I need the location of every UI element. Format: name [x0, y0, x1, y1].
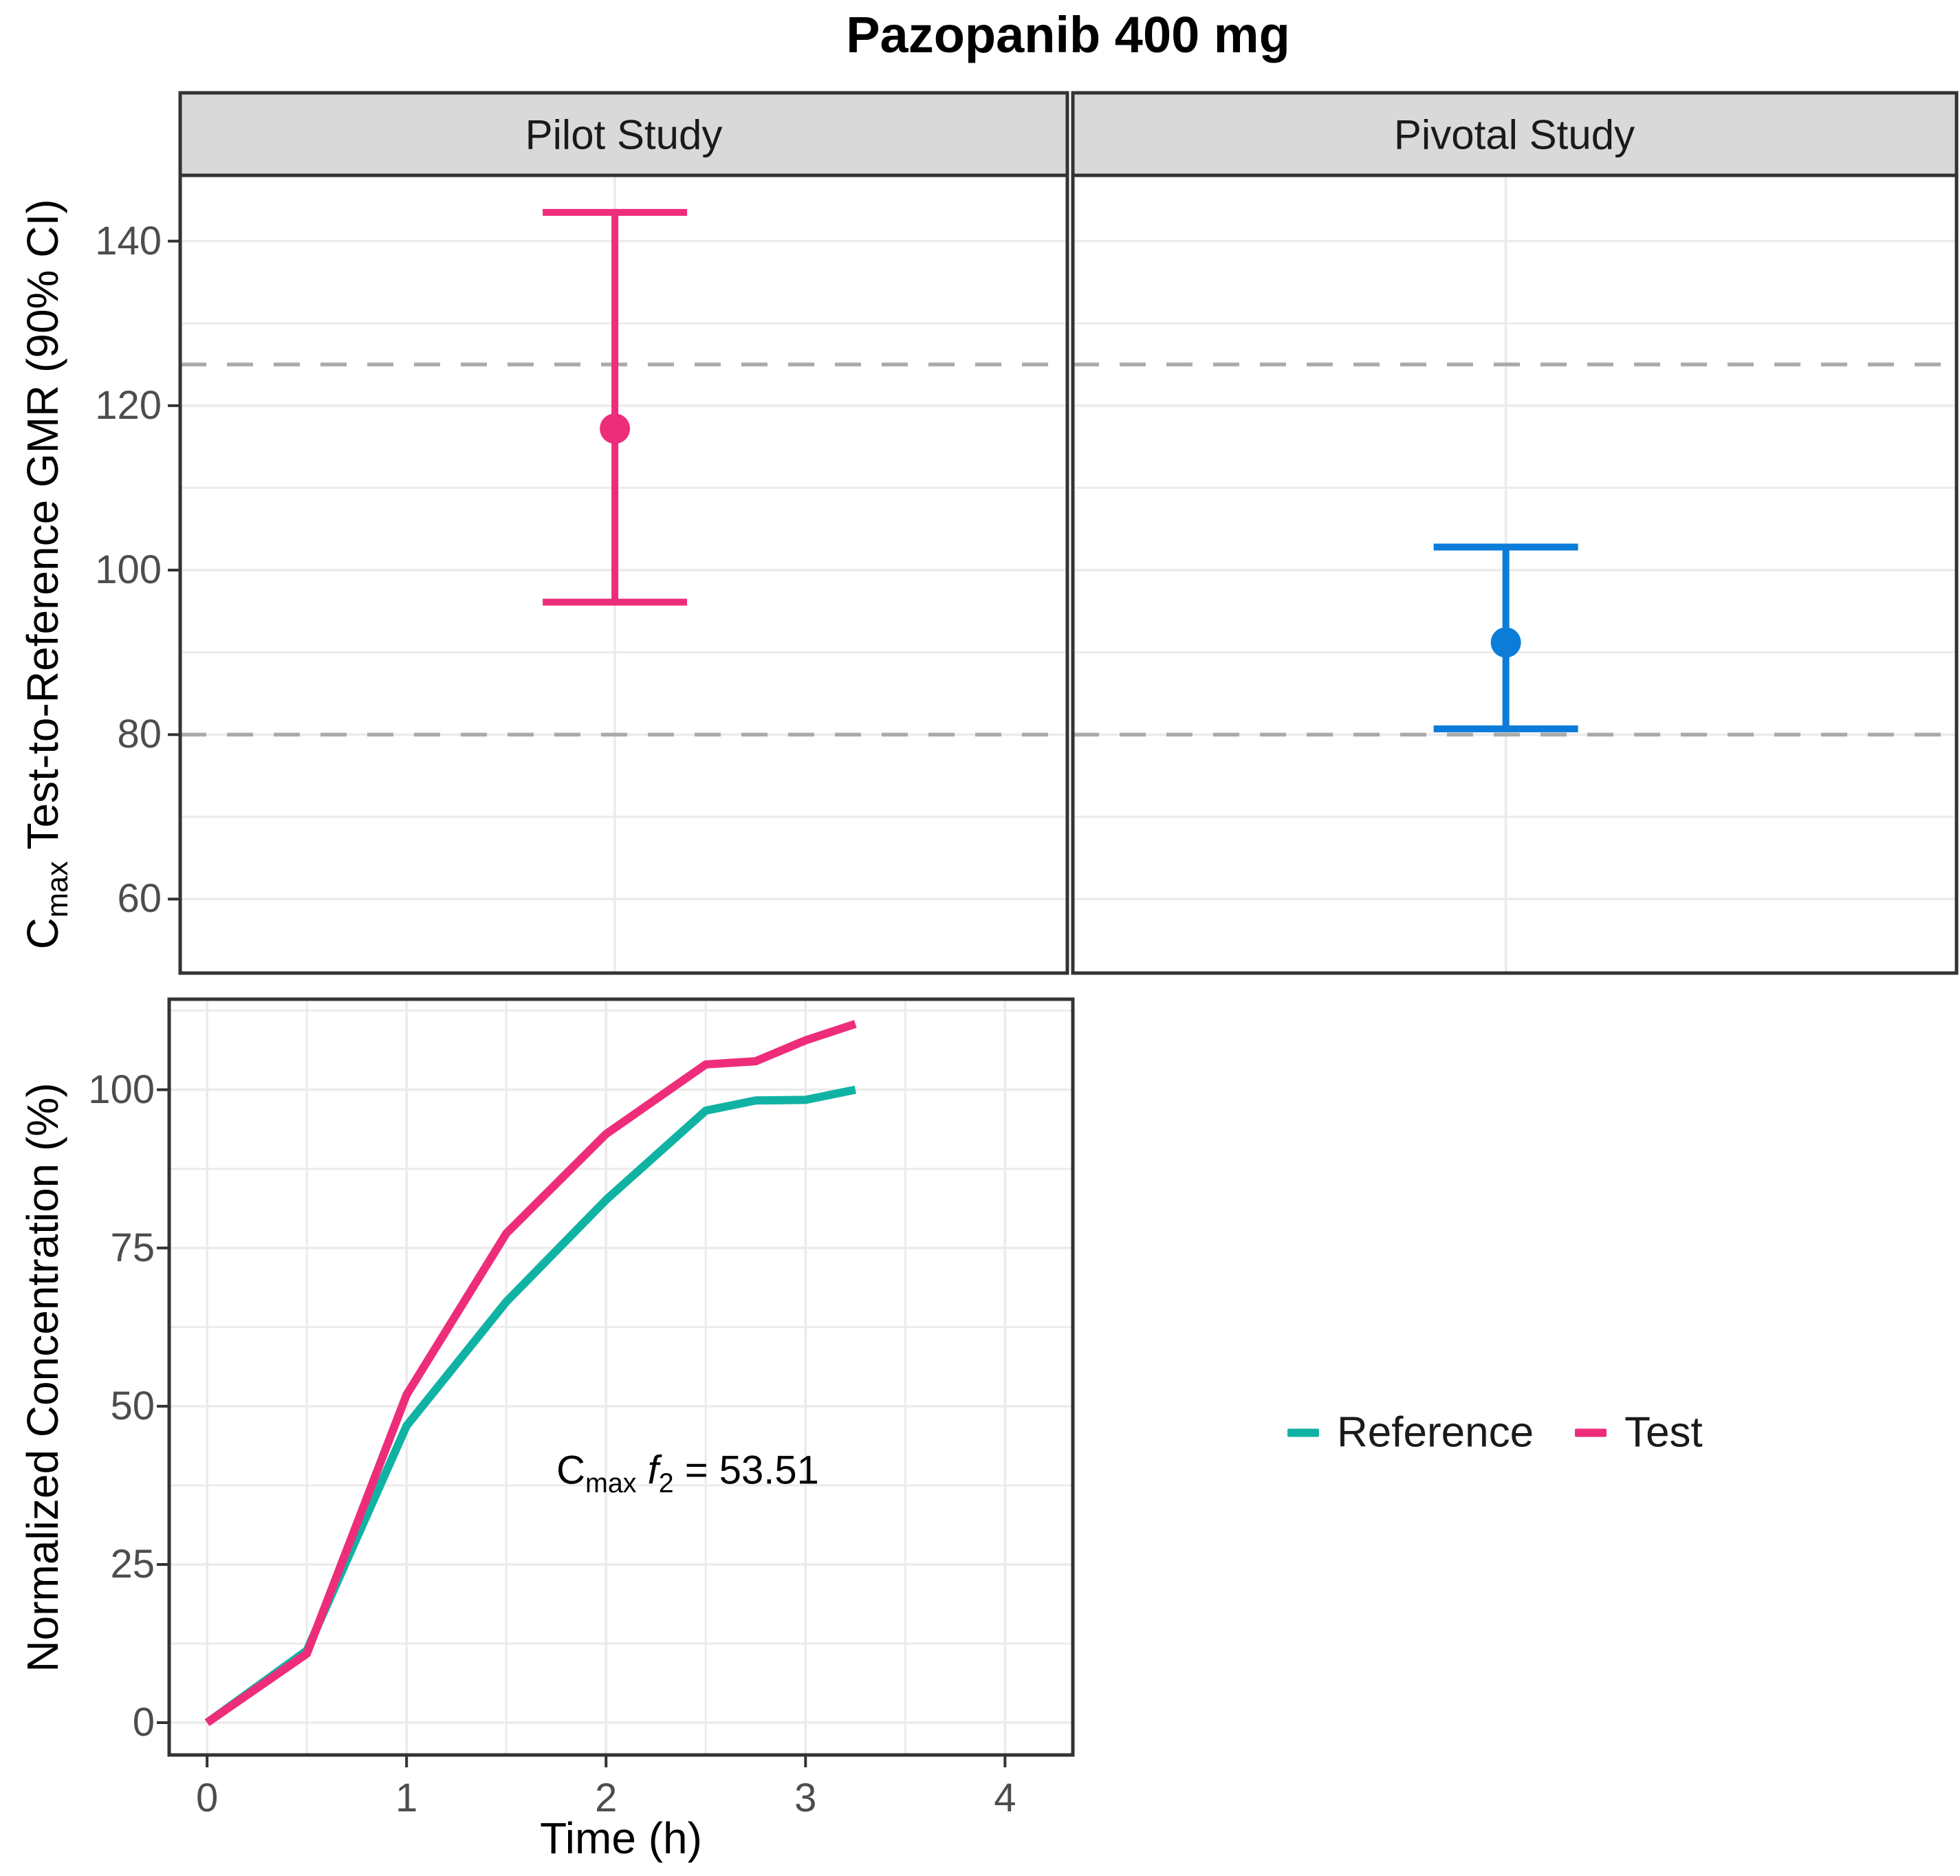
legend-key-test-icon [1575, 1428, 1607, 1437]
legend-label-test: Test [1624, 1408, 1703, 1457]
forest-y-tick-label: 140 [95, 218, 162, 263]
profile-panel-bg [169, 999, 1073, 1755]
legend-label-reference: Reference [1337, 1408, 1534, 1457]
chart-title: Pazopanib 400 mg [846, 6, 1290, 63]
profile-y-tick-label: 50 [110, 1383, 155, 1428]
legend-key-reference-icon [1287, 1428, 1319, 1437]
panel-border [167, 997, 1075, 1757]
profile-x-tick-label: 0 [195, 1776, 219, 1820]
legend: Reference Test [1287, 1408, 1703, 1457]
gmr-point [1490, 627, 1521, 658]
forest-y-tick-label: 100 [95, 547, 162, 593]
profile-y-tick-label: 75 [110, 1225, 155, 1270]
forest-y-tick-label: 60 [117, 876, 162, 921]
forest-y-tick-label: 80 [117, 712, 162, 757]
facet-label-pilot: Pilot Study [525, 111, 723, 158]
profile-x-axis-title: Time (h) [540, 1813, 702, 1863]
profile-x-tick-label: 2 [595, 1776, 618, 1820]
profile-y-tick-label: 0 [132, 1700, 155, 1745]
profile-x-tick-label: 4 [994, 1776, 1016, 1820]
forest-y-tick-label: 120 [95, 382, 162, 428]
gmr-point [600, 413, 631, 444]
profile-y-tick-label: 100 [88, 1067, 155, 1112]
facet-label-pivotal: Pivotal Study [1393, 111, 1635, 158]
facet-strip [178, 91, 1069, 177]
profile-x-tick-label: 1 [395, 1776, 418, 1820]
profile-x-tick-label: 3 [794, 1776, 817, 1820]
forest-panel-bg [1073, 175, 1957, 973]
curve-test [204, 1020, 857, 1726]
f2-annotation: Cmax f2 = 53.51 [556, 1448, 819, 1499]
facet-strip [1071, 91, 1959, 177]
profile-y-tick-label: 25 [110, 1541, 155, 1586]
forest-panel-bg [180, 175, 1067, 973]
